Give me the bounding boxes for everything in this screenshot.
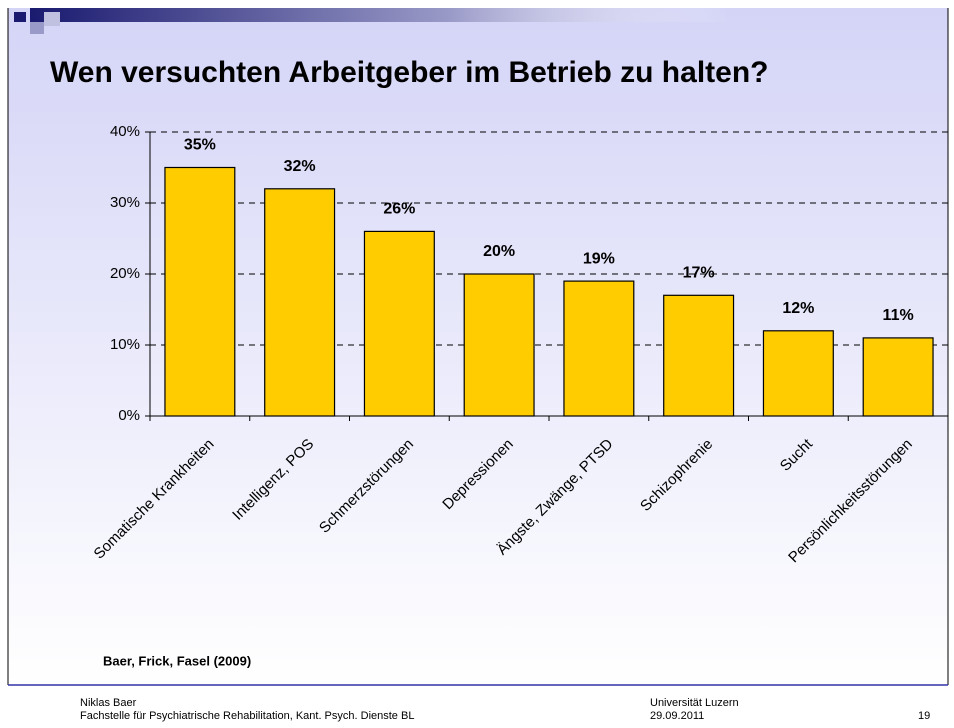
y-tick-label: 30% [110,194,140,211]
source: Baer, Frick, Fasel (2009) [103,653,251,668]
y-tick-label: 20% [110,265,140,282]
bar [463,273,535,417]
value-label: 26% [383,201,415,218]
value-label: 20% [483,243,515,260]
value-label: 12% [782,300,814,317]
y-tick-label: 0% [118,407,140,424]
header-band [30,8,730,22]
y-tick-label: 40% [110,123,140,140]
bar [862,337,934,417]
bar [164,166,236,417]
bar [762,330,834,417]
bar [363,230,435,417]
deco-square [30,22,44,34]
footer-institution: Fachstelle für Psychiatrische Rehabilita… [80,710,414,722]
deco-square [14,12,26,22]
footer-university: Universität Luzern [650,697,739,709]
y-tick-label: 10% [110,336,140,353]
footer-date: 29.09.2011 [650,710,704,722]
deco-square [44,12,60,26]
chart-title: Wen versuchten Arbeitgeber im Betrieb zu… [50,56,768,89]
value-label: 11% [883,307,914,324]
bar [563,280,635,417]
value-label: 32% [284,158,316,175]
bar [264,188,336,417]
footer-author: Niklas Baer [80,697,137,709]
footer-page: 19 [918,710,930,722]
value-label: 17% [683,265,715,282]
value-label: 19% [583,250,615,267]
bar [663,294,735,417]
value-label: 35% [184,137,216,154]
